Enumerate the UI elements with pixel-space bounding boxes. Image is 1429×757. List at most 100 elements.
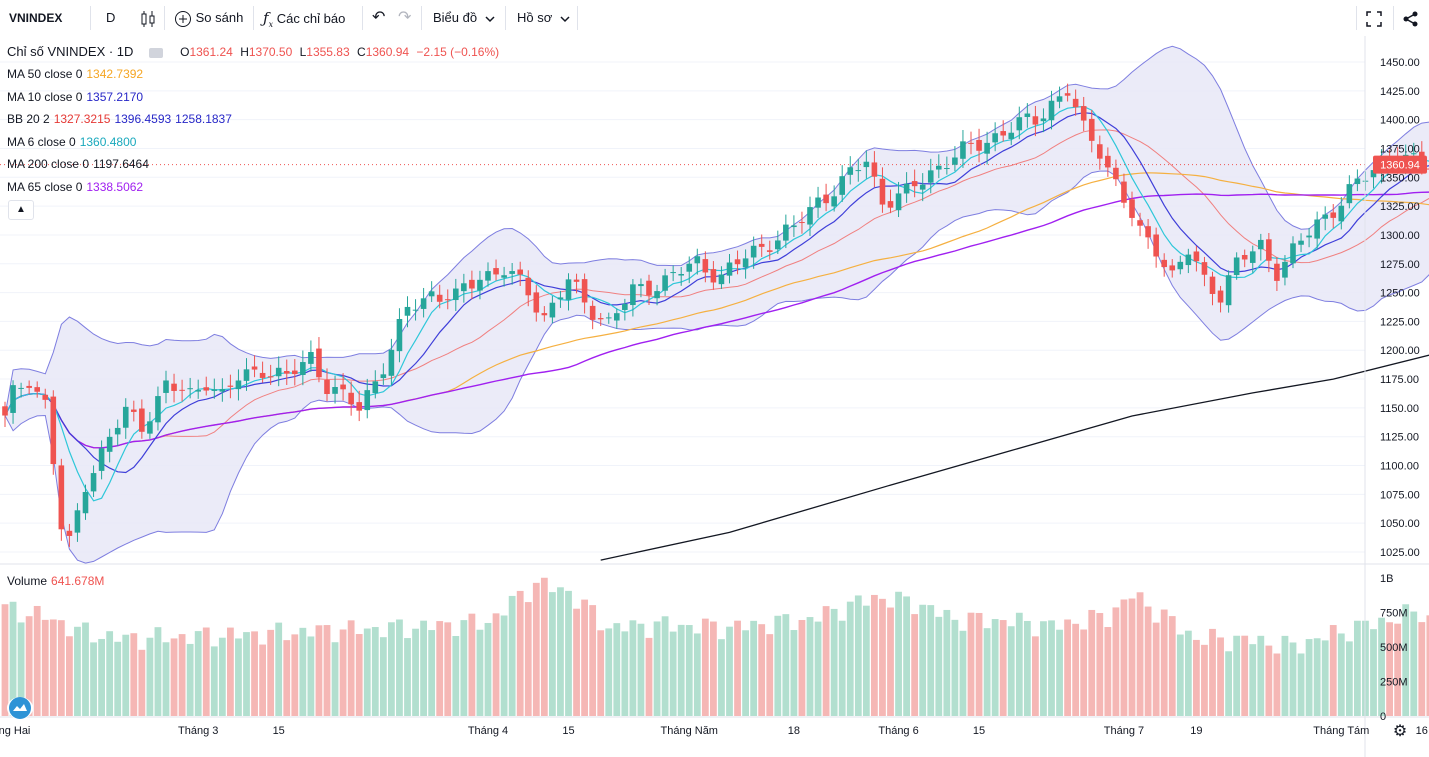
cloud-logo-icon	[9, 697, 31, 719]
tradingview-logo-icon[interactable]	[7, 697, 33, 719]
candle-style-icon[interactable]	[140, 0, 156, 36]
volume-bar	[524, 602, 532, 716]
price-chart[interactable]: 1450.00 1425.00 1400.00 1375.00 1350.00 1325.…	[0, 36, 1429, 757]
volume-bar	[1394, 623, 1402, 716]
volume-bar	[669, 631, 677, 716]
redo-icon[interactable]: ↷	[398, 9, 412, 26]
settings-gear-icon[interactable]: ⚙	[1393, 723, 1407, 740]
volume-bar	[532, 582, 540, 716]
indicators-button[interactable]: ƒx Các chỉ báo	[263, 0, 345, 36]
candle-body	[428, 291, 435, 297]
high-label: H	[240, 45, 249, 59]
time-tick-label: 16	[1416, 725, 1428, 737]
volume-bar	[1289, 642, 1297, 716]
low-label: L	[299, 45, 307, 59]
volume-bar	[701, 618, 709, 716]
candle-body	[1121, 181, 1127, 203]
legend-hide-icon[interactable]	[148, 47, 163, 58]
share-icon[interactable]	[1403, 0, 1419, 36]
volume-bar	[629, 620, 637, 716]
volume-bar	[412, 628, 419, 716]
price-tick-label: 1225.00	[1380, 316, 1420, 328]
candle-body	[444, 299, 451, 301]
undo-icon[interactable]: ↶	[372, 9, 386, 26]
candle-body	[911, 181, 918, 187]
price-tick-label: 1375.00	[1380, 143, 1420, 155]
candle-body	[50, 396, 57, 465]
candle-body	[1306, 235, 1312, 238]
fullscreen-icon[interactable]	[1366, 0, 1382, 36]
chevron-down-icon	[485, 16, 495, 22]
volume-bar	[162, 642, 170, 716]
volume-bar	[41, 619, 49, 716]
candle-body	[131, 409, 137, 412]
candle-body	[976, 139, 982, 151]
candle-body	[549, 302, 556, 318]
volume-bar	[178, 634, 186, 716]
volume-bar	[98, 638, 105, 716]
volume-bar	[331, 642, 339, 716]
candlestick-icon	[141, 10, 155, 27]
volume-bar	[1418, 622, 1426, 716]
candle-body	[1354, 178, 1361, 185]
candle-body	[1290, 243, 1296, 264]
volume-value: 641.678M	[51, 574, 105, 588]
candle-body	[686, 263, 693, 272]
ma6-legend[interactable]: MA 6 close 0 1360.4800	[7, 135, 140, 149]
candle-body	[1217, 290, 1224, 303]
volume-bar	[677, 624, 685, 716]
candle-body	[275, 367, 282, 377]
interval-button[interactable]: D	[106, 10, 116, 25]
chart-menu-button[interactable]: Biểu đồ	[433, 0, 495, 36]
candle-body	[879, 178, 886, 205]
ma50-legend[interactable]: MA 50 close 0 1342.7392	[7, 67, 147, 81]
candle-body	[509, 271, 515, 274]
toolbar-divider	[1356, 6, 1357, 30]
symbol-search-button[interactable]: VNINDEX	[9, 11, 63, 25]
ma10-legend[interactable]: MA 10 close 0 1357.2170	[7, 90, 147, 104]
candle-body	[364, 390, 371, 411]
candle-body	[243, 369, 250, 381]
candle-body	[332, 387, 338, 394]
candle-body	[34, 387, 40, 392]
ma200-legend[interactable]: MA 200 close 0 1197.6464	[7, 157, 153, 171]
volume-bar	[468, 613, 476, 716]
low-value: 1355.83	[306, 45, 350, 59]
volume-bar	[283, 640, 291, 716]
volume-bar	[927, 605, 935, 716]
volume-bar	[1305, 639, 1313, 716]
compare-button[interactable]: So sánh	[174, 0, 243, 36]
profile-menu-button[interactable]: Hồ sơ	[517, 0, 570, 36]
candle-body	[42, 394, 49, 400]
volume-bar	[1297, 653, 1305, 716]
price-axis: 1450.00 1425.00 1400.00 1375.00 1350.00 1325.…	[0, 36, 1429, 757]
candle-body	[992, 133, 998, 143]
volume-bar	[1080, 629, 1088, 716]
ma65-value: 1338.5062	[86, 180, 144, 194]
bb-legend[interactable]: BB 20 2 1327.3215 1396.4593 1258.1837	[7, 112, 236, 126]
ma65-legend[interactable]: MA 65 close 0 1338.5062	[7, 180, 147, 194]
candle-body	[1072, 98, 1079, 108]
volume-bar	[1337, 633, 1345, 716]
volume-bar	[1354, 620, 1361, 716]
time-tick-label: Tháng 3	[178, 725, 218, 737]
collapse-legend-button[interactable]: ▲	[8, 200, 34, 220]
candle-body	[227, 385, 234, 387]
candle-body	[968, 142, 974, 144]
volume-bar	[1217, 637, 1224, 716]
volume-bar	[500, 615, 508, 716]
price-tick-label: 1350.00	[1380, 172, 1420, 184]
volume-bar	[1313, 638, 1321, 716]
candle-body	[2, 406, 8, 416]
volume-bar	[476, 629, 484, 716]
candle-body	[726, 262, 733, 276]
bb-label: BB 20 2	[7, 112, 50, 126]
volume-bar	[710, 621, 717, 716]
toolbar-divider	[505, 6, 506, 30]
volume-bar	[613, 623, 621, 716]
time-tick-label: 15	[273, 725, 285, 737]
candle-body	[847, 167, 854, 175]
volume-bar	[846, 601, 854, 716]
volume-bar	[275, 622, 283, 716]
volume-bar	[1209, 628, 1216, 716]
